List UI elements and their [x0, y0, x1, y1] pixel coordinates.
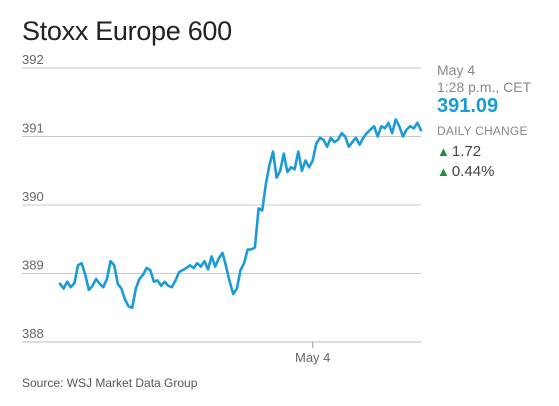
price-line: [58, 118, 423, 310]
daily-change-absolute: ▲ 1.72: [437, 143, 481, 160]
change-abs-value: 1.72: [451, 143, 482, 160]
quote-price: 391.09: [437, 95, 499, 117]
daily-change-label: DAILY CHANGE: [437, 124, 528, 138]
change-pct-value: 0.44%: [451, 163, 495, 180]
y-tick-label: 391: [22, 121, 44, 136]
quote-time: 1:28 p.m., CET: [437, 79, 532, 95]
up-triangle-icon: ▲: [437, 164, 450, 179]
y-tick-label: 392: [22, 52, 44, 67]
source-note: Source: WSJ Market Data Group: [22, 376, 198, 390]
y-tick-label: 390: [22, 189, 44, 204]
x-tick-label: May 4: [295, 350, 330, 365]
chart-title: Stoxx Europe 600: [22, 16, 232, 46]
quote-date: May 4: [437, 62, 476, 78]
daily-change-percent: ▲ 0.44%: [437, 163, 494, 180]
up-triangle-icon: ▲: [437, 144, 450, 159]
y-tick-label: 388: [22, 326, 44, 341]
y-tick-label: 389: [22, 258, 44, 273]
